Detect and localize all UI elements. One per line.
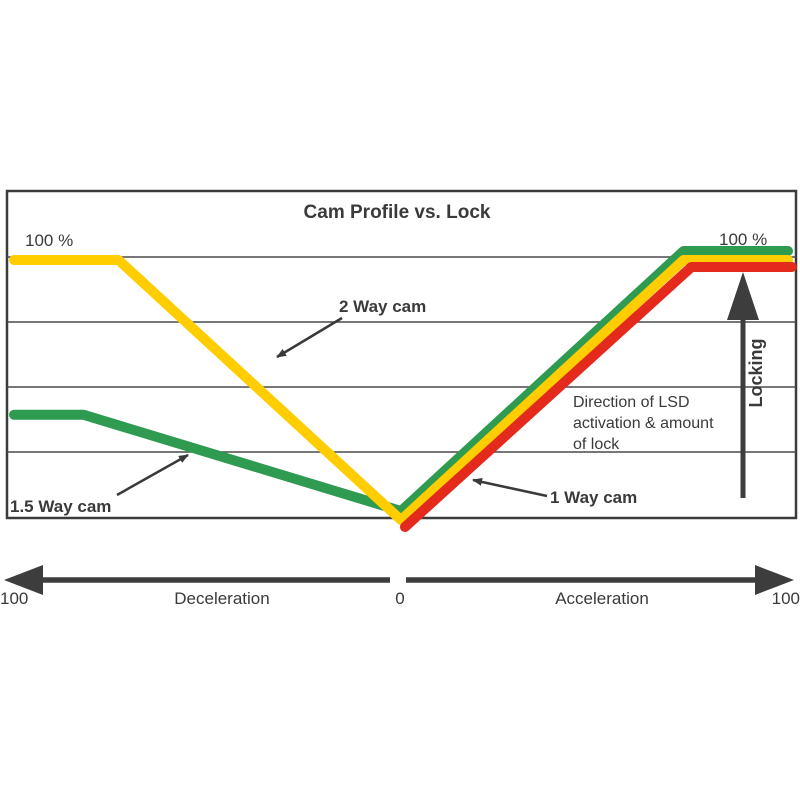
- direction-note-line1: Direction of LSD: [573, 394, 690, 411]
- gridlines: [7, 256, 796, 453]
- one-five-way-cam-pointer-arrow-icon: [116, 453, 189, 497]
- right-100-percent-label: 100 %: [719, 230, 767, 249]
- chart-frame: [5, 189, 798, 520]
- x-axis-right-arrow-head-icon: [755, 565, 794, 595]
- one-five-way-cam-label: 1.5 Way cam: [10, 497, 111, 516]
- locking-arrow: [727, 272, 759, 498]
- one-way-cam-label: 1 Way cam: [550, 488, 637, 507]
- direction-note-line3: of lock: [573, 436, 620, 453]
- two-way-cam-label: 2 Way cam: [339, 297, 426, 316]
- x-axis-arrow: [4, 565, 794, 595]
- series-1-way-cam: [400, 262, 797, 532]
- one-way-cam-pointer-arrow-icon: [472, 477, 548, 498]
- series-1-5-way-cam: [9, 246, 793, 516]
- two-way-cam-pointer-arrow-icon: [276, 316, 343, 359]
- series-layer: [9, 246, 797, 532]
- direction-note-line2: activation & amount: [573, 415, 714, 432]
- x-axis-zero-value: 0: [395, 589, 404, 608]
- locking-arrow-head-icon: [727, 272, 759, 320]
- direction-note: Direction of LSD activation & amount of …: [573, 394, 714, 453]
- x-axis-left-value: 100: [0, 589, 28, 608]
- locking-axis-label: Locking: [746, 338, 766, 407]
- series-2-way-cam: [9, 255, 793, 525]
- x-axis-left-arrow-head-icon: [4, 565, 43, 595]
- left-100-percent-label: 100 %: [25, 231, 73, 250]
- chart-title: Cam Profile vs. Lock: [304, 202, 491, 223]
- x-axis-deceleration-label: Deceleration: [174, 589, 269, 608]
- x-axis-right-value: 100: [772, 589, 800, 608]
- x-axis-acceleration-label: Acceleration: [555, 589, 649, 608]
